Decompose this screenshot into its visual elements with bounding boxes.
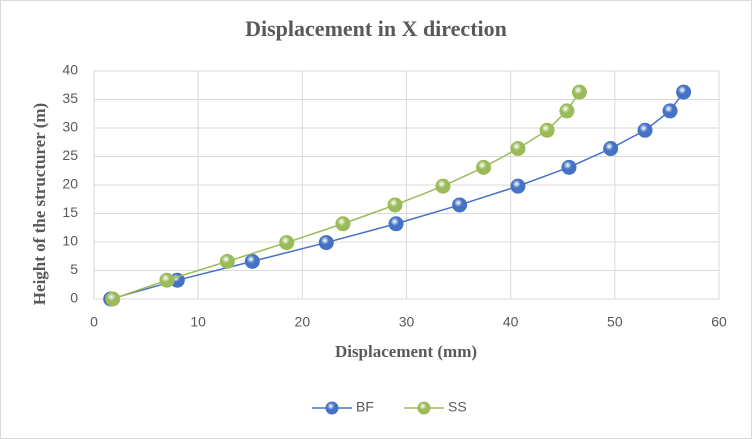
x-tick-label: 0 [90,314,98,330]
legend-label: SS [448,399,467,415]
marker [159,272,175,288]
marker [637,122,653,138]
x-tick-label: 30 [399,314,415,330]
marker [452,197,468,213]
chart-title: Displacement in X direction [245,16,507,41]
marker [571,84,587,100]
legend-label: BF [356,399,374,415]
y-tick-label: 40 [62,62,78,78]
marker [676,84,692,100]
marker [559,103,575,119]
y-tick-label: 30 [62,119,78,135]
marker [662,103,678,119]
x-tick-label: 60 [711,314,727,330]
x-tick-label: 50 [607,314,623,330]
marker [335,216,351,232]
marker [561,159,577,175]
marker [325,401,339,415]
y-tick-label: 10 [62,233,78,249]
marker [244,253,260,269]
y-tick-label: 15 [62,204,78,220]
marker [388,216,404,232]
marker [105,291,121,307]
x-axis-label: Displacement (mm) [335,342,477,361]
y-tick-label: 20 [62,176,78,192]
marker [510,178,526,194]
y-tick-label: 5 [70,261,78,277]
marker [603,141,619,157]
marker [279,235,295,251]
marker [510,141,526,157]
x-tick-label: 40 [503,314,519,330]
y-tick-label: 0 [70,290,78,306]
marker [387,197,403,213]
marker [318,235,334,251]
marker [219,253,235,269]
marker [476,159,492,175]
y-axis-label: Height of the structurer (m) [30,103,49,305]
y-tick-label: 25 [62,147,78,163]
x-tick-label: 10 [190,314,206,330]
marker [539,122,555,138]
marker [435,178,451,194]
y-tick-label: 35 [62,90,78,106]
x-tick-label: 20 [295,314,311,330]
marker [417,401,431,415]
